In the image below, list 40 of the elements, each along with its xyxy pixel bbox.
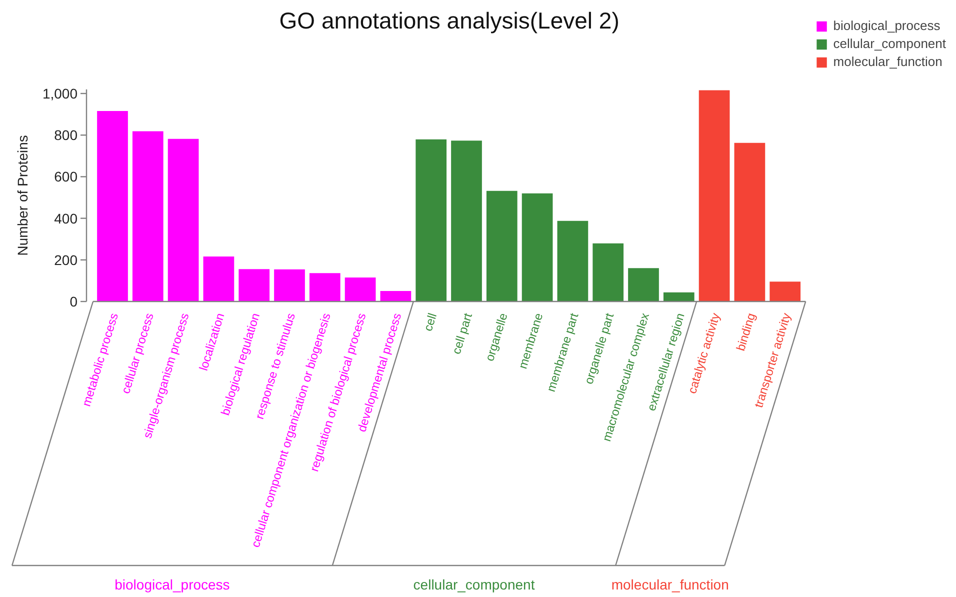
- y-tick-label: 1,000: [42, 86, 78, 102]
- bar: [485, 190, 518, 302]
- bar: [414, 138, 448, 302]
- y-axis-title: Number of Proteins: [14, 135, 30, 256]
- legend-label: cellular_component: [833, 36, 946, 51]
- legend-label: biological_process: [833, 18, 940, 33]
- bar: [202, 255, 236, 302]
- bar: [592, 242, 625, 302]
- bar: [166, 138, 200, 302]
- bar: [627, 267, 660, 302]
- x-tick-label: cell part: [449, 310, 476, 356]
- y-tick-label: 800: [54, 127, 78, 144]
- legend-label: molecular_function: [833, 54, 942, 69]
- bar: [556, 220, 590, 302]
- bar: [379, 290, 412, 302]
- x-tick-label: cell: [420, 311, 440, 333]
- bar: [768, 280, 802, 302]
- chart-title: GO annotations analysis(Level 2): [279, 8, 620, 34]
- bar: [131, 130, 164, 302]
- text: cellular_component: [413, 576, 535, 592]
- y-tick-label: 400: [54, 210, 78, 226]
- bar: [273, 268, 306, 302]
- x-tick-label: catalytic activity: [684, 311, 723, 396]
- bar: [733, 142, 766, 302]
- text: molecular_function: [611, 576, 729, 592]
- bar: [450, 140, 483, 302]
- bar: [238, 268, 271, 302]
- y-tick-label: 0: [70, 294, 78, 310]
- bar: [96, 110, 129, 302]
- bar: [662, 291, 696, 302]
- bar: [520, 192, 554, 302]
- bar: [308, 272, 342, 302]
- x-tick-label: organelle: [482, 311, 510, 363]
- y-tick-label: 600: [54, 168, 78, 185]
- y-tick-label: 200: [54, 252, 78, 268]
- text: biological_process: [114, 576, 230, 592]
- x-tick-label: cellular process: [118, 311, 156, 396]
- bar: [698, 89, 731, 302]
- bar: [344, 276, 377, 302]
- x-tick-label: organelle part: [582, 310, 617, 386]
